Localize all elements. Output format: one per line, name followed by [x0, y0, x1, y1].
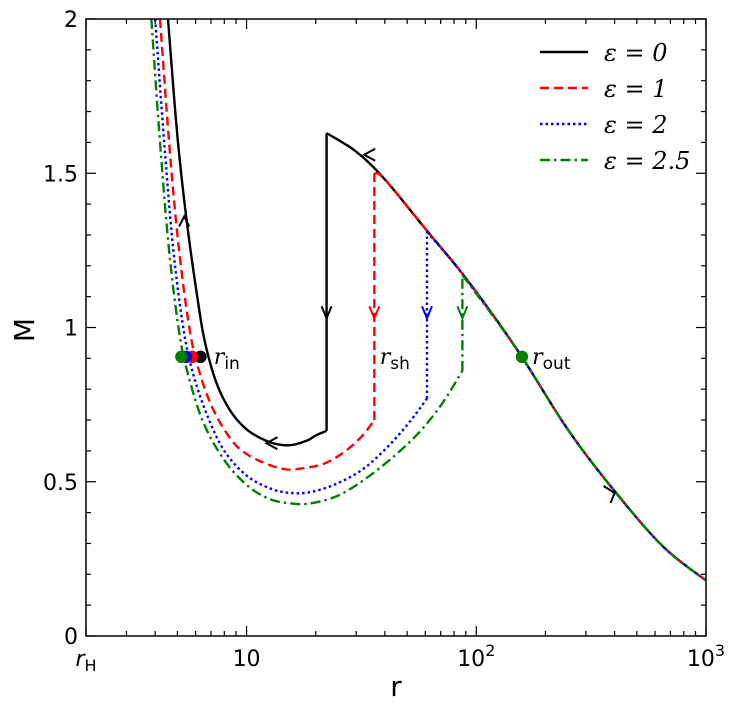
series-0	[166, 19, 706, 582]
y-tick-label-4: 2	[64, 8, 78, 33]
flow-arrow-2	[362, 147, 376, 162]
series-0-shock-arrow	[320, 305, 333, 321]
arrow-layer	[178, 147, 616, 504]
series-3-inner-branch	[150, 19, 464, 506]
series-1-shock-arrow	[368, 305, 381, 321]
critical-point-4	[515, 350, 529, 364]
x-axis-label: r	[390, 670, 402, 703]
legend-label-2: ε = 2	[604, 111, 668, 139]
point-layer	[175, 350, 529, 364]
x-tick-label-0: rH	[75, 647, 96, 675]
flow-arrow-3	[603, 485, 616, 504]
series-1	[158, 19, 706, 582]
series-layer	[150, 19, 706, 582]
y-tick-label-0: 0	[64, 625, 78, 650]
annotation-rsh: rsh	[380, 345, 410, 374]
critical-point-3	[175, 350, 188, 364]
series-3	[150, 19, 706, 582]
series-2-inner-branch	[153, 19, 428, 495]
x-tick-label-1: 10	[233, 647, 261, 672]
flow-arrow-0	[178, 214, 191, 227]
y-axis-label: M	[8, 318, 41, 342]
flow-arrow-1	[264, 436, 278, 451]
tick-layer	[85, 18, 707, 637]
legend-label-0: ε = 0	[604, 39, 668, 67]
y-tick-label-2: 1	[64, 317, 78, 342]
y-tick-label-3: 1.5	[43, 162, 78, 187]
legend-label-1: ε = 1	[604, 75, 668, 103]
y-tick-label-1: 0.5	[43, 471, 78, 496]
legend-label-3: ε = 2.5	[604, 147, 690, 175]
series-3-shock-arrow	[456, 305, 469, 321]
label-layer: 0 0.5 1 1.5 2 rH 10 102 103 rin rsh rout	[43, 8, 725, 675]
series-1-outer-branch	[374, 172, 706, 582]
annotation-rin: rin	[214, 345, 240, 374]
series-1-inner-branch	[158, 19, 376, 471]
x-tick-label-3: 103	[687, 641, 725, 672]
series-2-shock-arrow	[421, 305, 433, 321]
series-0-inner-branch	[166, 19, 328, 447]
legend: ε = 0 ε = 1 ε = 2 ε = 2.5	[540, 39, 690, 175]
series-2	[153, 19, 706, 582]
x-tick-label-2: 102	[457, 641, 495, 672]
series-3-outer-branch	[461, 274, 706, 582]
annotation-rout: rout	[532, 345, 571, 374]
